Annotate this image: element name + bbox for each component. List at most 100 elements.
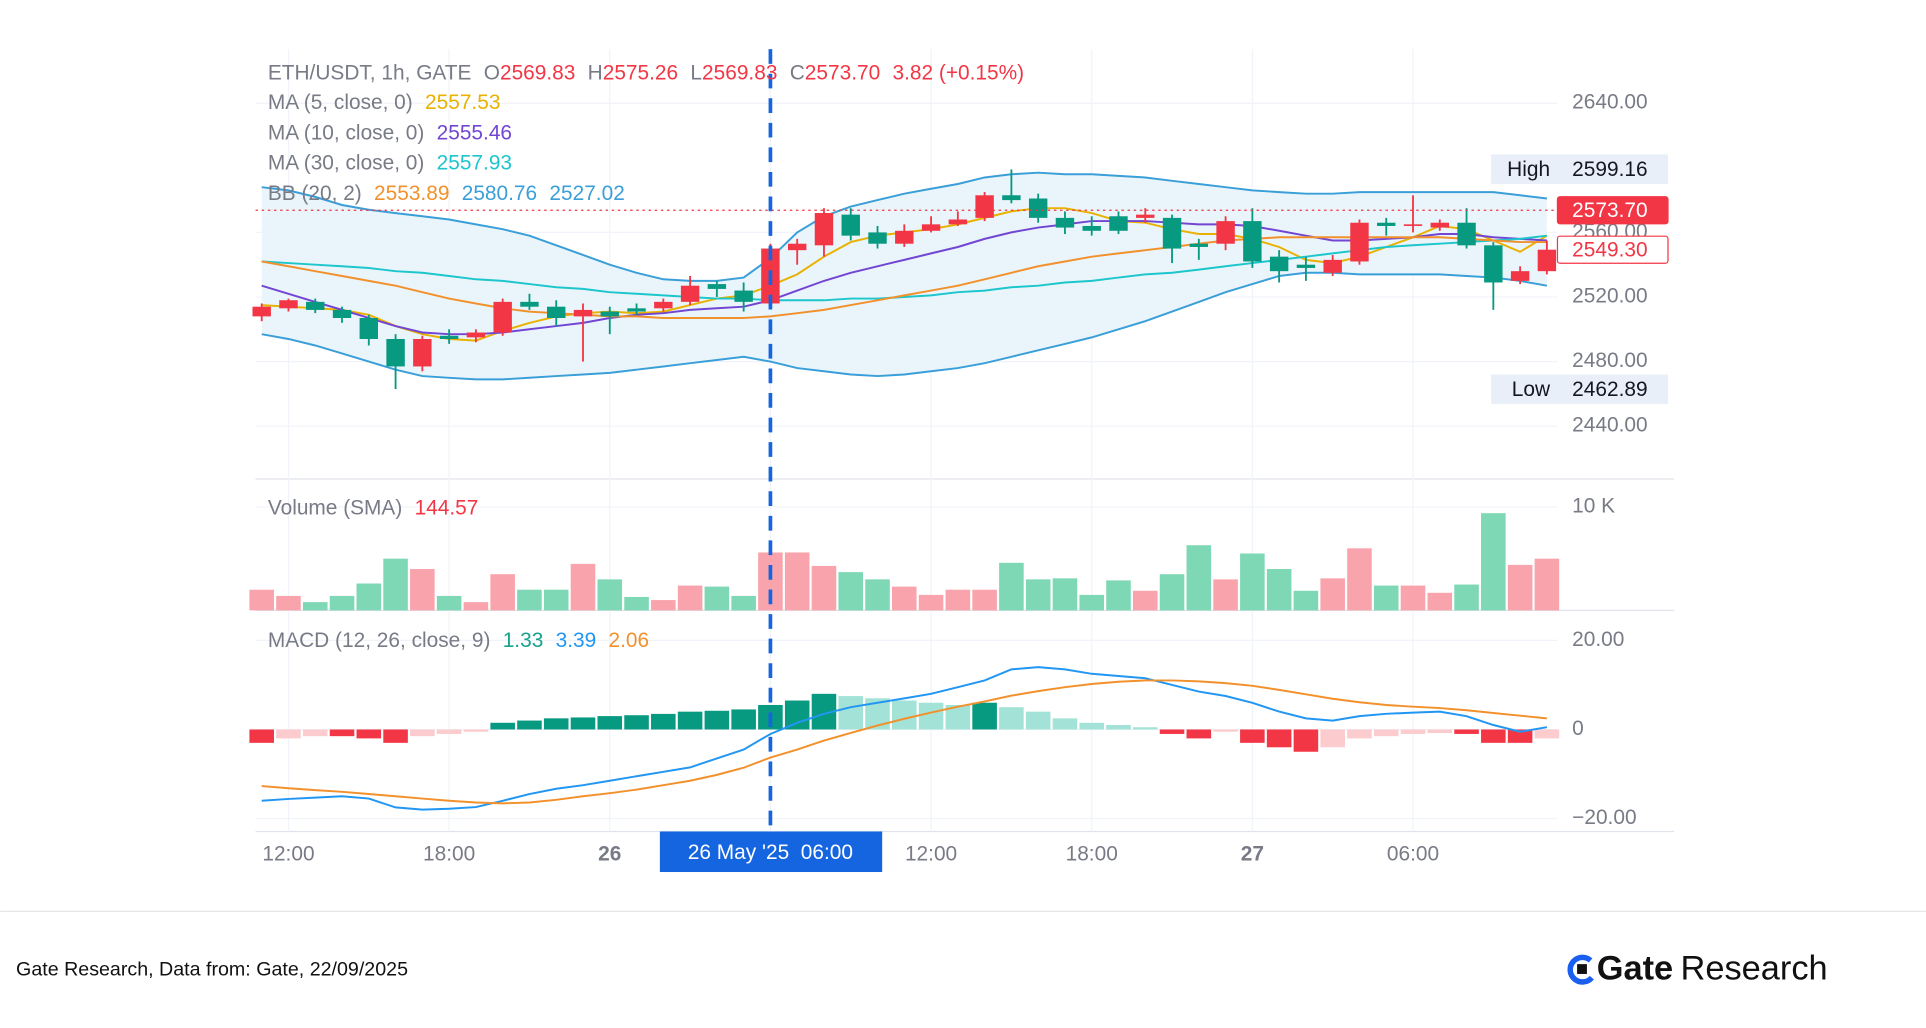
candle-body	[1484, 245, 1503, 283]
legend-value: 2553.89	[374, 181, 449, 204]
volume-bar	[1025, 579, 1051, 611]
histogram-bar	[1320, 729, 1345, 748]
macd-line	[261, 666, 1548, 811]
volume-bar	[1400, 585, 1426, 611]
candle-body	[1109, 216, 1128, 231]
volume-bar	[517, 589, 542, 611]
candle-body	[1216, 221, 1235, 244]
candle-body	[493, 301, 512, 333]
volume-bar	[302, 602, 328, 611]
histogram-bar	[543, 718, 569, 730]
histogram-bar	[1132, 727, 1158, 730]
indicator-line	[261, 234, 1548, 302]
candle-body	[332, 309, 352, 318]
volume-bar	[356, 583, 382, 611]
legend-value: 2557.53	[425, 91, 500, 114]
histogram-bar	[1400, 729, 1426, 734]
candle-body	[600, 311, 619, 317]
x-tick-label: 18:00	[423, 842, 475, 865]
histogram-bar	[463, 729, 489, 732]
volume-bar	[383, 558, 408, 611]
legend-name: MA (10, close, 0)	[268, 121, 425, 144]
candle-body	[921, 224, 941, 231]
indicator-line	[261, 236, 1547, 319]
histogram-bar	[651, 713, 676, 730]
histogram-bar	[918, 702, 944, 730]
volume-bar	[1186, 545, 1212, 611]
histogram-bar	[838, 696, 864, 730]
candle-body	[359, 317, 379, 339]
histogram-bar	[784, 700, 810, 730]
candle-body	[1296, 264, 1316, 268]
legend-value: 2.06	[608, 629, 649, 652]
volume-bar	[463, 602, 489, 611]
x-tick-label: 18:00	[1066, 842, 1118, 865]
histogram-bar	[972, 702, 997, 730]
candle-body	[814, 213, 834, 246]
x-tick-label: 27	[1241, 842, 1264, 865]
legend-value: 3.39	[556, 629, 597, 652]
volume-bar	[651, 600, 676, 611]
histogram-bar	[249, 729, 274, 743]
candle-body	[734, 290, 753, 302]
candle-body	[306, 301, 325, 310]
candle-body	[1537, 249, 1557, 272]
histogram-bar	[1186, 729, 1212, 739]
volume-bar	[624, 596, 649, 611]
candle-body	[1002, 195, 1021, 201]
x-tick-label: 12:00	[905, 842, 957, 865]
indicator-line	[261, 171, 1548, 282]
histogram-bar	[517, 720, 542, 730]
symbol: ETH/USDT, 1h, GATE	[268, 61, 472, 84]
volume-bar	[892, 586, 917, 611]
macd-line	[261, 679, 1547, 805]
volume-bar	[1427, 592, 1453, 611]
crosshair-label: 26 May '25 06:00	[688, 841, 853, 864]
legend-name: MACD (12, 26, close, 9)	[268, 629, 491, 652]
candle-body	[1136, 214, 1155, 218]
candle-body	[1243, 221, 1262, 262]
candle-body	[1377, 222, 1396, 226]
volume-bar	[1347, 548, 1372, 611]
volume-bar	[490, 574, 515, 611]
y-tick-label: 0	[1572, 717, 1584, 740]
labels: 2640.002560.002520.002480.002440.0012:00…	[262, 61, 1669, 873]
legend-name: MA (5, close, 0)	[268, 91, 413, 114]
candle-body	[680, 285, 700, 302]
marks	[249, 49, 1560, 832]
ohlc-name: O	[484, 61, 500, 84]
histogram-bar	[731, 709, 756, 730]
legend-name: MA (30, close, 0)	[268, 151, 425, 174]
candle-body	[1323, 259, 1342, 273]
ohlc-name: L	[690, 61, 702, 84]
histogram-bar	[356, 729, 382, 739]
candle-body	[547, 306, 566, 318]
volume-bar	[1454, 584, 1479, 611]
histogram-bar	[383, 729, 408, 743]
candle-body	[1510, 271, 1530, 281]
candle-body	[386, 338, 405, 367]
header-legend: ETH/USDT, 1h, GATE O2569.83 H2575.26 L2569.…	[268, 61, 1024, 84]
legend-value: 1.33	[503, 629, 544, 652]
histogram-bar	[1507, 729, 1533, 743]
candle-body	[948, 219, 968, 225]
volume-bar	[838, 572, 864, 611]
candle-body	[841, 214, 860, 236]
candle-body	[707, 284, 727, 289]
legend: MA (10, close, 0) 2555.46	[268, 121, 512, 144]
candle-body	[573, 309, 593, 317]
footer-source: Gate Research, Data from: Gate, 22/09/20…	[16, 958, 408, 980]
extreme-box	[1491, 154, 1668, 184]
histogram-bar	[276, 729, 301, 739]
histogram-bar	[1052, 718, 1078, 730]
candle-body	[1457, 222, 1476, 246]
histogram-bar	[436, 729, 462, 734]
legend: MACD (12, 26, close, 9) 1.33 3.39 2.06	[268, 629, 649, 652]
extreme-value: 2462.89	[1572, 378, 1647, 401]
legend: Volume (SMA) 144.57	[268, 496, 479, 519]
volume-bar	[276, 595, 301, 611]
x-tick-label: 26	[598, 842, 621, 865]
volume-bar	[865, 579, 890, 611]
candle-body	[520, 301, 539, 307]
y-tick-label: 2440.00	[1572, 414, 1647, 437]
